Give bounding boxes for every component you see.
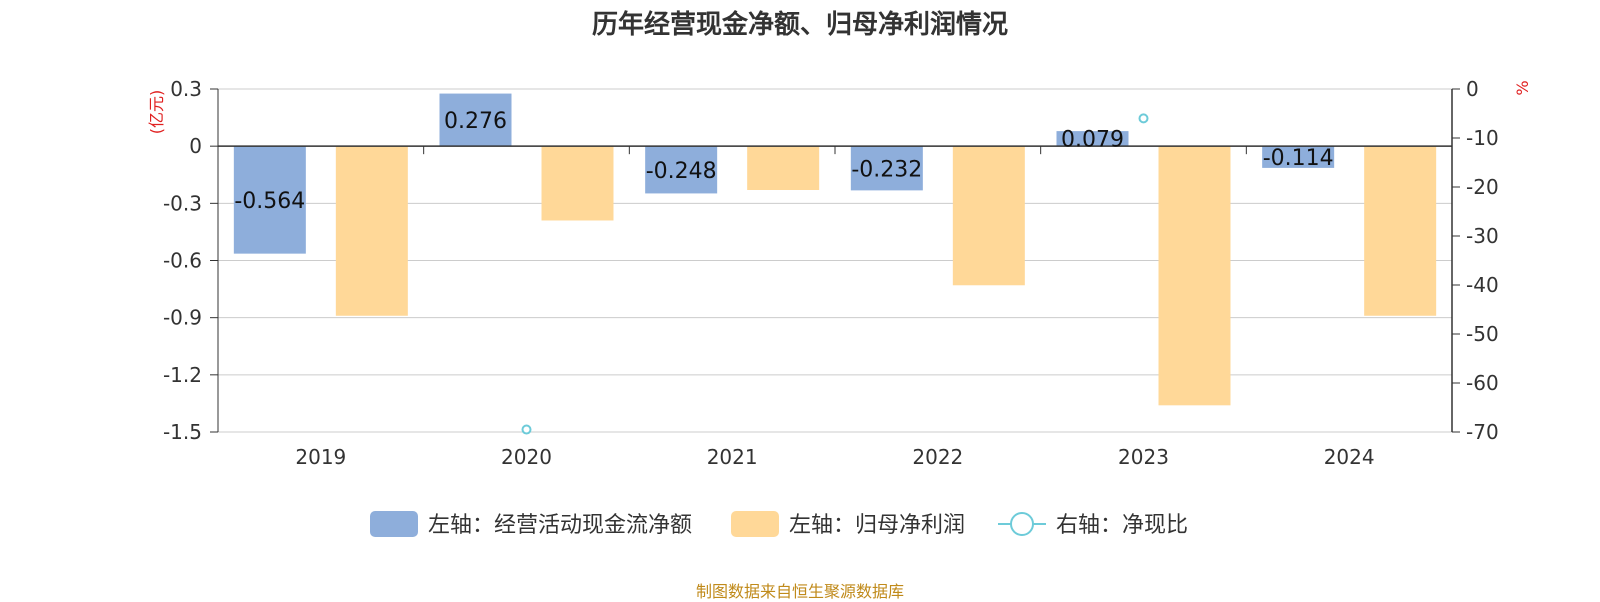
x-axis-category-label: 2023 [1118, 445, 1169, 469]
legend-swatch-cash-ratio-marker [1010, 512, 1034, 536]
right-axis-tick-label: -40 [1466, 273, 1499, 297]
bar-cash-flow [850, 146, 923, 191]
data-label-cash-flow: -0.114 [1263, 146, 1334, 171]
data-source-note: 制图数据来自恒生聚源数据库 [695, 582, 904, 601]
chart-title: 历年经营现金净额、归母净利润情况 [591, 10, 1008, 40]
left-axis-tick-label: -0.9 [163, 306, 202, 330]
left-axis-tick-label: 0 [189, 134, 202, 158]
x-axis-category-label: 2019 [295, 445, 346, 469]
right-axis-tick-label: -20 [1466, 175, 1499, 199]
right-axis-tick-label: -10 [1466, 126, 1499, 150]
bar-net-profit [1158, 146, 1231, 406]
bar-net-profit [747, 146, 820, 190]
bar-cash-flow [439, 93, 512, 147]
data-label-cash-flow: 0.079 [1061, 128, 1124, 153]
right-axis-tick-label: 0 [1466, 77, 1479, 101]
data-label-cash-flow: -0.248 [646, 159, 717, 184]
left-axis-tick-label: -1.5 [163, 420, 202, 444]
left-axis-tick-label: -1.2 [163, 363, 202, 387]
data-label-cash-flow: 0.276 [444, 109, 507, 134]
bar-cash-flow [1262, 146, 1335, 168]
right-axis-tick-label: -70 [1466, 420, 1499, 444]
data-label-cash-flow: -0.232 [851, 157, 922, 182]
left-axis-tick-label: 0.3 [170, 77, 202, 101]
legend-swatch-cash-flow [370, 511, 418, 537]
bar-net-profit [335, 146, 408, 316]
right-axis-tick-label: -60 [1466, 371, 1499, 395]
left-axis-tick-label: -0.3 [163, 191, 202, 215]
x-axis-category-label: 2022 [912, 445, 963, 469]
left-axis-unit: (亿元) [147, 90, 166, 135]
left-axis-tick-label: -0.6 [163, 249, 202, 273]
legend-swatch-net-profit [731, 511, 779, 537]
bar-cash-flow [1056, 131, 1129, 147]
x-axis-category-label: 2021 [707, 445, 758, 469]
bar-net-profit [1364, 146, 1437, 316]
bar-cash-flow [233, 146, 306, 254]
right-axis-tick-label: -50 [1466, 322, 1499, 346]
x-axis-category-label: 2024 [1324, 445, 1375, 469]
right-axis-tick-label: -30 [1466, 224, 1499, 248]
bar-cash-flow [645, 146, 718, 194]
legend-label-cash-flow: 左轴：经营活动现金流净额 [428, 513, 692, 538]
x-axis-category-label: 2020 [501, 445, 552, 469]
bar-net-profit [952, 146, 1025, 286]
point-cash-ratio [521, 424, 532, 435]
right-axis-unit: % [1513, 80, 1532, 95]
point-cash-ratio [1138, 113, 1149, 124]
legend-label-cash-ratio: 右轴：净现比 [1056, 513, 1188, 538]
legend-label-net-profit: 左轴：归母净利润 [789, 513, 965, 538]
data-label-cash-flow: -0.564 [234, 189, 305, 214]
bar-net-profit [541, 146, 614, 221]
